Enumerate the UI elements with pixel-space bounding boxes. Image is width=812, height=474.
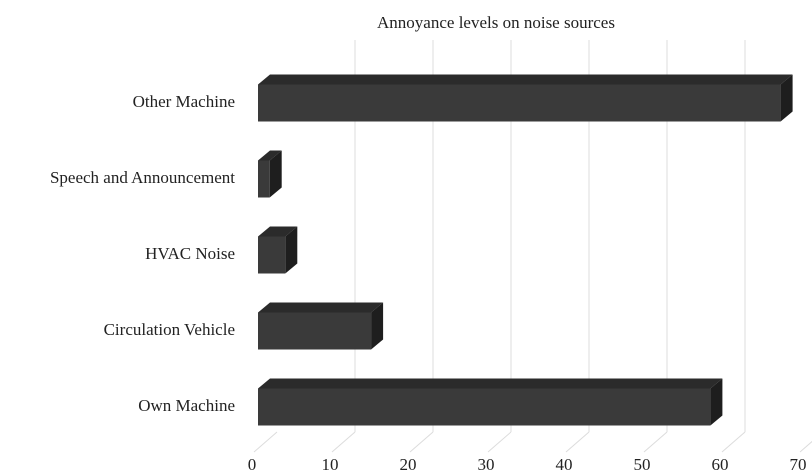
bar-top (258, 226, 298, 237)
x-tick-label: 30 (478, 455, 495, 474)
bar-front (258, 236, 286, 274)
floor-tick (721, 431, 746, 453)
bar-front (258, 388, 711, 426)
floor-tick (253, 431, 278, 453)
y-tick-label: HVAC Noise (145, 244, 235, 263)
bar-front (258, 84, 781, 122)
y-tick-label: Speech and Announcement (50, 168, 235, 187)
bar-side (269, 150, 282, 198)
bar-top (258, 378, 723, 389)
bar-side (285, 226, 298, 274)
x-tick-label: 0 (248, 455, 257, 474)
x-tick-label: 40 (556, 455, 573, 474)
floor-tick (409, 431, 434, 453)
x-tick-label: 10 (322, 455, 339, 474)
bar-top (258, 302, 384, 313)
y-tick-label: Circulation Vehicle (104, 320, 235, 339)
floor-tick (331, 431, 356, 453)
floor-tick (565, 431, 590, 453)
bar-side (710, 378, 723, 426)
x-tick-label: 60 (712, 455, 729, 474)
y-tick-label: Own Machine (138, 396, 235, 415)
floor-tick (487, 431, 512, 453)
bar (258, 150, 282, 198)
bar (258, 226, 298, 274)
chart-title: Annoyance levels on noise sources (377, 13, 615, 32)
bar-side (780, 74, 793, 122)
floor-tick (643, 431, 668, 453)
bar-front (258, 312, 372, 350)
floor-tick (799, 440, 812, 453)
bar-top (258, 150, 282, 161)
x-tick-label: 50 (634, 455, 651, 474)
bar-front (258, 160, 270, 198)
bar (258, 378, 723, 426)
x-tick-label: 70 (790, 455, 807, 474)
y-tick-label: Other Machine (133, 92, 235, 111)
bar (258, 302, 384, 350)
bar-side (371, 302, 384, 350)
bar-top (258, 74, 793, 85)
x-tick-label: 20 (400, 455, 417, 474)
bar (258, 74, 793, 122)
